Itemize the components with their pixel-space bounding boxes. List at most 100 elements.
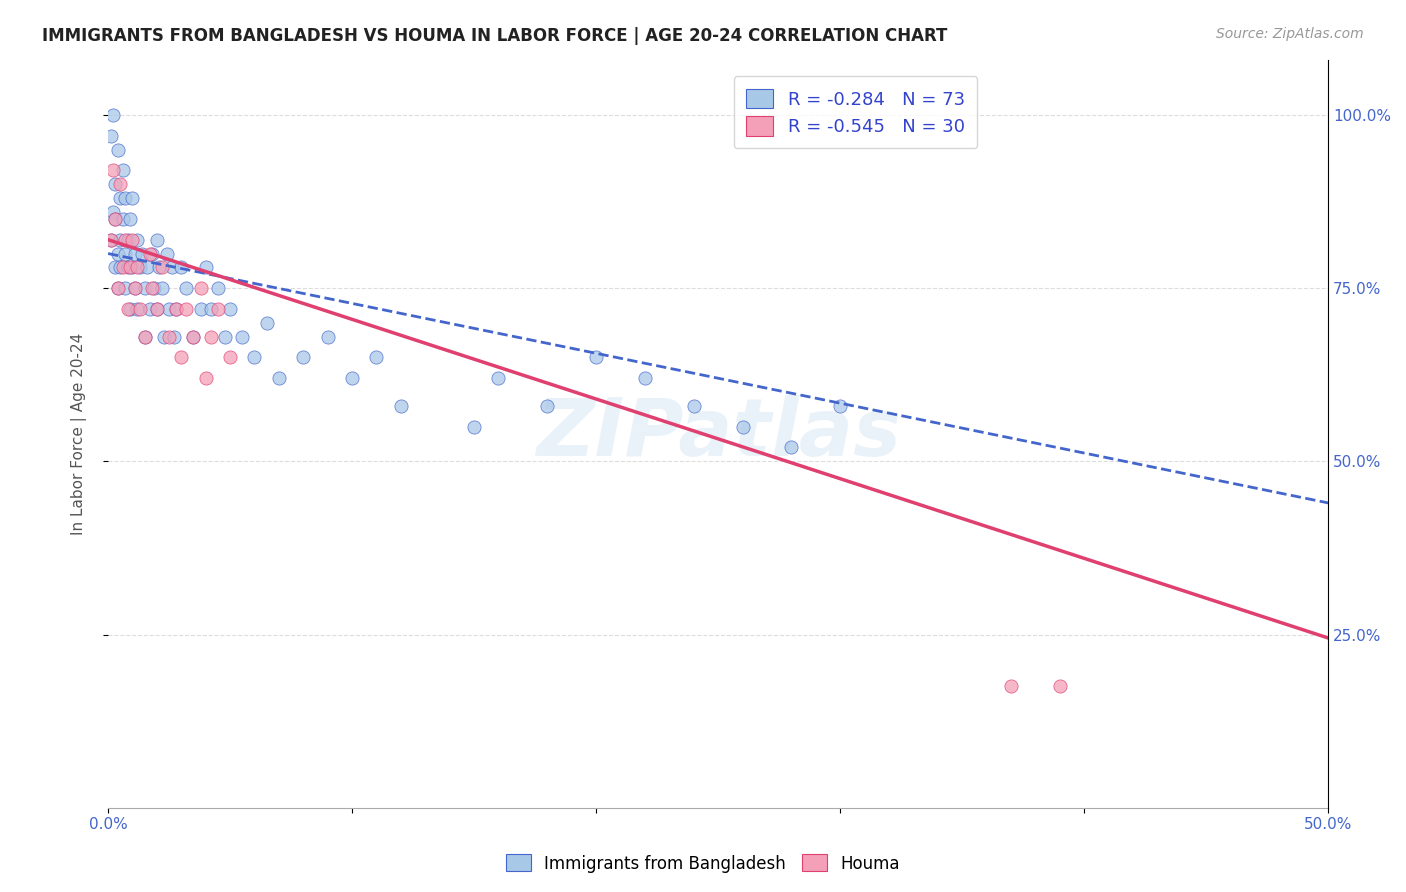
Point xyxy=(121,233,143,247)
Point xyxy=(207,301,229,316)
Point xyxy=(830,399,852,413)
Point xyxy=(114,281,136,295)
Point xyxy=(100,233,122,247)
Point xyxy=(183,329,205,343)
Point xyxy=(100,233,122,247)
Point xyxy=(243,351,266,365)
Point xyxy=(340,371,363,385)
Point xyxy=(141,281,163,295)
Point xyxy=(174,281,197,295)
Point xyxy=(200,329,222,343)
Point xyxy=(170,351,193,365)
Point xyxy=(117,233,139,247)
Point xyxy=(127,260,149,275)
Point xyxy=(111,260,134,275)
Legend: R = -0.284   N = 73, R = -0.545   N = 30: R = -0.284 N = 73, R = -0.545 N = 30 xyxy=(734,76,977,148)
Point xyxy=(124,281,146,295)
Point xyxy=(488,371,510,385)
Point xyxy=(134,329,156,343)
Point xyxy=(157,301,180,316)
Point xyxy=(1049,680,1071,694)
Point xyxy=(183,329,205,343)
Point xyxy=(104,211,127,226)
Point xyxy=(110,233,132,247)
Point xyxy=(110,260,132,275)
Point xyxy=(146,301,169,316)
Point xyxy=(117,260,139,275)
Point xyxy=(111,163,134,178)
Point xyxy=(165,301,187,316)
Point xyxy=(134,281,156,295)
Point xyxy=(214,329,236,343)
Point xyxy=(110,191,132,205)
Point xyxy=(153,329,176,343)
Text: IMMIGRANTS FROM BANGLADESH VS HOUMA IN LABOR FORCE | AGE 20-24 CORRELATION CHART: IMMIGRANTS FROM BANGLADESH VS HOUMA IN L… xyxy=(42,27,948,45)
Point xyxy=(682,399,704,413)
Point xyxy=(127,233,149,247)
Point xyxy=(585,351,607,365)
Point xyxy=(107,281,129,295)
Point xyxy=(219,301,242,316)
Point xyxy=(156,246,179,260)
Point xyxy=(121,191,143,205)
Point xyxy=(174,301,197,316)
Point xyxy=(121,260,143,275)
Point xyxy=(128,260,150,275)
Point xyxy=(194,260,217,275)
Point xyxy=(207,281,229,295)
Point xyxy=(131,246,153,260)
Point xyxy=(150,281,173,295)
Point xyxy=(107,246,129,260)
Legend: Immigrants from Bangladesh, Houma: Immigrants from Bangladesh, Houma xyxy=(499,847,907,880)
Point xyxy=(111,211,134,226)
Point xyxy=(163,329,186,343)
Point xyxy=(389,399,412,413)
Point xyxy=(134,329,156,343)
Point xyxy=(124,281,146,295)
Point xyxy=(118,301,141,316)
Point xyxy=(107,281,129,295)
Point xyxy=(190,301,212,316)
Point xyxy=(114,233,136,247)
Point xyxy=(292,351,315,365)
Point xyxy=(190,281,212,295)
Point xyxy=(148,260,170,275)
Point xyxy=(146,301,169,316)
Point xyxy=(127,301,149,316)
Point xyxy=(165,301,187,316)
Point xyxy=(231,329,253,343)
Point xyxy=(118,260,141,275)
Point xyxy=(200,301,222,316)
Point xyxy=(157,329,180,343)
Point xyxy=(138,246,160,260)
Point xyxy=(731,419,754,434)
Text: Source: ZipAtlas.com: Source: ZipAtlas.com xyxy=(1216,27,1364,41)
Point xyxy=(104,178,127,192)
Point xyxy=(366,351,388,365)
Point xyxy=(118,211,141,226)
Point xyxy=(463,419,485,434)
Point xyxy=(136,260,159,275)
Point xyxy=(150,260,173,275)
Point xyxy=(104,211,127,226)
Point xyxy=(536,399,558,413)
Point xyxy=(114,246,136,260)
Point xyxy=(117,301,139,316)
Point xyxy=(110,178,132,192)
Point xyxy=(138,301,160,316)
Point xyxy=(124,246,146,260)
Point xyxy=(780,441,803,455)
Point xyxy=(194,371,217,385)
Point xyxy=(256,316,278,330)
Point xyxy=(160,260,183,275)
Point xyxy=(104,260,127,275)
Text: ZIPatlas: ZIPatlas xyxy=(536,394,901,473)
Point xyxy=(146,233,169,247)
Point xyxy=(101,108,124,122)
Point xyxy=(1000,680,1022,694)
Point xyxy=(316,329,339,343)
Point xyxy=(107,143,129,157)
Point xyxy=(219,351,242,365)
Point xyxy=(634,371,657,385)
Point xyxy=(100,128,122,143)
